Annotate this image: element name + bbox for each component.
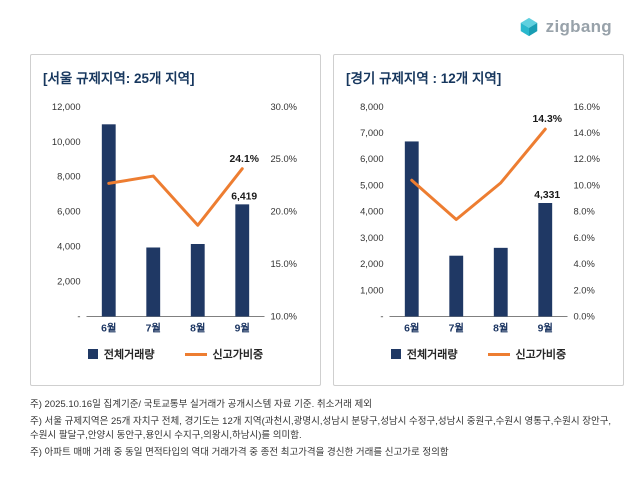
svg-text:16.0%: 16.0% [573, 101, 600, 112]
svg-text:10.0%: 10.0% [573, 179, 600, 190]
svg-text:7월: 7월 [146, 321, 161, 334]
svg-text:6,000: 6,000 [57, 206, 80, 217]
seoul-combo-chart: - 2,000 4,000 6,000 8,000 10,000 12,000 10.0% 15… [52, 101, 297, 335]
svg-text:6.0%: 6.0% [573, 232, 594, 243]
svg-text:3,000: 3,000 [360, 232, 383, 243]
footnote-region-definition: 주) 서울 규제지역은 25개 자치구 전체, 경기도는 12개 지역(과천시,… [30, 415, 612, 442]
footnotes: 주) 2025.10.16일 집계기준/ 국토교통부 실거래가 공개시스템 자료… [30, 398, 618, 463]
legend-item-new-high-share: 신고가비중 [487, 346, 567, 362]
svg-text:25.0%: 25.0% [270, 153, 297, 164]
line-series-swatch [184, 352, 207, 356]
svg-text:8월: 8월 [190, 321, 205, 334]
svg-text:7월: 7월 [449, 321, 464, 334]
svg-text:4.0%: 4.0% [573, 258, 594, 269]
svg-text:10.0%: 10.0% [270, 310, 297, 321]
svg-text:12,000: 12,000 [52, 101, 81, 112]
seoul-regulated-area-panel: [서울 규제지역: 25개 지역] - 2,000 4,000 6,000 8,000 1… [30, 54, 321, 386]
zigbang-cube-icon [520, 17, 537, 37]
seoul-chart-title: [서울 규제지역: 25개 지역] [43, 71, 195, 86]
svg-text:4,000: 4,000 [360, 206, 383, 217]
svg-text:-: - [380, 310, 383, 321]
svg-text:6,419: 6,419 [231, 191, 257, 202]
legend-item-total-volume: 전체거래량 [390, 346, 458, 362]
svg-text:2,000: 2,000 [360, 258, 383, 269]
gyeonggi-combo-chart: - 1,000 2,000 3,000 4,000 5,000 6,000 7,000 8,00… [360, 101, 600, 335]
svg-text:5,000: 5,000 [360, 179, 383, 190]
svg-text:12.0%: 12.0% [573, 153, 600, 164]
svg-text:6월: 6월 [404, 321, 419, 334]
gyeonggi-chart-legend: 전체거래량 신고가비중 [344, 346, 613, 362]
zigbang-logo: zigbang [518, 16, 612, 38]
legend-item-new-high-share: 신고가비중 [184, 346, 264, 362]
legend-label-total-volume: 전체거래량 [406, 349, 458, 362]
svg-text:9월: 9월 [538, 321, 553, 334]
line-series-swatch [487, 352, 510, 356]
svg-text:24.1%: 24.1% [230, 154, 259, 165]
svg-text:2,000: 2,000 [57, 276, 80, 287]
svg-text:30.0%: 30.0% [270, 101, 297, 112]
svg-text:14.3%: 14.3% [533, 114, 562, 125]
legend-label-total-volume: 전체거래량 [103, 349, 155, 362]
legend-label-new-high-share: 신고가비중 [212, 349, 264, 362]
svg-text:2.0%: 2.0% [573, 284, 594, 295]
gyeonggi-chart-title: [경기 규제지역 : 12개 지역] [346, 71, 502, 86]
svg-text:6월: 6월 [101, 321, 116, 334]
gyeonggi-regulated-area-panel: [경기 규제지역 : 12개 지역] - 1,000 2,000 3,000 4,000… [333, 54, 624, 386]
svg-text:8.0%: 8.0% [573, 206, 594, 217]
svg-text:8월: 8월 [493, 321, 508, 334]
svg-text:1,000: 1,000 [360, 284, 383, 295]
footnote-source: 주) 2025.10.16일 집계기준/ 국토교통부 실거래가 공개시스템 자료… [30, 399, 372, 410]
svg-text:8,000: 8,000 [57, 171, 80, 182]
svg-text:4,331: 4,331 [534, 190, 560, 201]
bar-series-swatch [390, 349, 401, 360]
footnote-new-high-definition: 주) 아파트 매매 거래 중 동일 면적타입의 역대 거래가격 중 종전 최고가… [30, 447, 449, 459]
svg-text:9월: 9월 [235, 321, 250, 334]
svg-text:14.0%: 14.0% [573, 127, 600, 138]
svg-text:10,000: 10,000 [52, 136, 81, 147]
svg-text:7,000: 7,000 [360, 127, 383, 138]
svg-text:15.0%: 15.0% [270, 258, 297, 269]
legend-item-total-volume: 전체거래량 [87, 346, 155, 362]
legend-label-new-high-share: 신고가비중 [515, 349, 567, 362]
zigbang-logo-text: zigbang [545, 17, 612, 36]
svg-text:4,000: 4,000 [57, 241, 80, 252]
svg-text:0.0%: 0.0% [573, 310, 594, 321]
svg-text:6,000: 6,000 [360, 153, 383, 164]
seoul-chart-legend: 전체거래량 신고가비중 [41, 346, 310, 362]
svg-text:20.0%: 20.0% [270, 206, 297, 217]
svg-text:8,000: 8,000 [360, 101, 383, 112]
svg-text:-: - [77, 310, 80, 321]
bar-series-swatch [87, 349, 98, 360]
